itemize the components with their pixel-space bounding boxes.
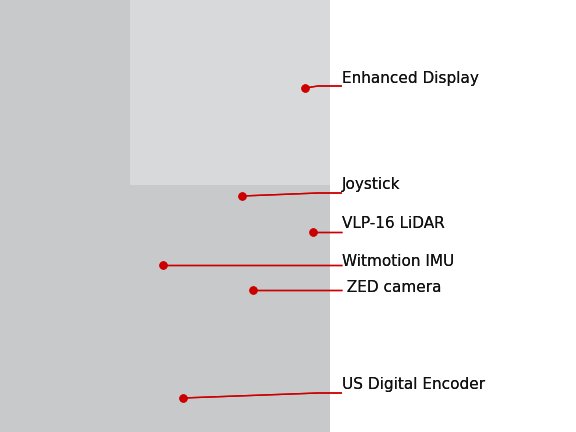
Text: Witmotion IMU: Witmotion IMU	[342, 254, 454, 270]
Text: US Digital Encoder: US Digital Encoder	[342, 378, 485, 393]
Text: ZED camera: ZED camera	[342, 280, 441, 295]
Bar	[0, 0, 335, 432]
Text: US Digital Encoder: US Digital Encoder	[342, 378, 485, 393]
Text: Joystick: Joystick	[342, 178, 400, 193]
Text: ZED camera: ZED camera	[342, 280, 441, 295]
Bar	[333, 0, 576, 432]
Text: VLP-16 LiDAR: VLP-16 LiDAR	[342, 216, 445, 232]
Bar	[130, 0, 335, 185]
Text: Enhanced Display: Enhanced Display	[342, 70, 479, 86]
Text: VLP-16 LiDAR: VLP-16 LiDAR	[342, 216, 445, 232]
Text: Witmotion IMU: Witmotion IMU	[342, 254, 454, 270]
Text: Enhanced Display: Enhanced Display	[342, 70, 479, 86]
Text: Joystick: Joystick	[342, 178, 400, 193]
Bar	[330, 0, 576, 432]
